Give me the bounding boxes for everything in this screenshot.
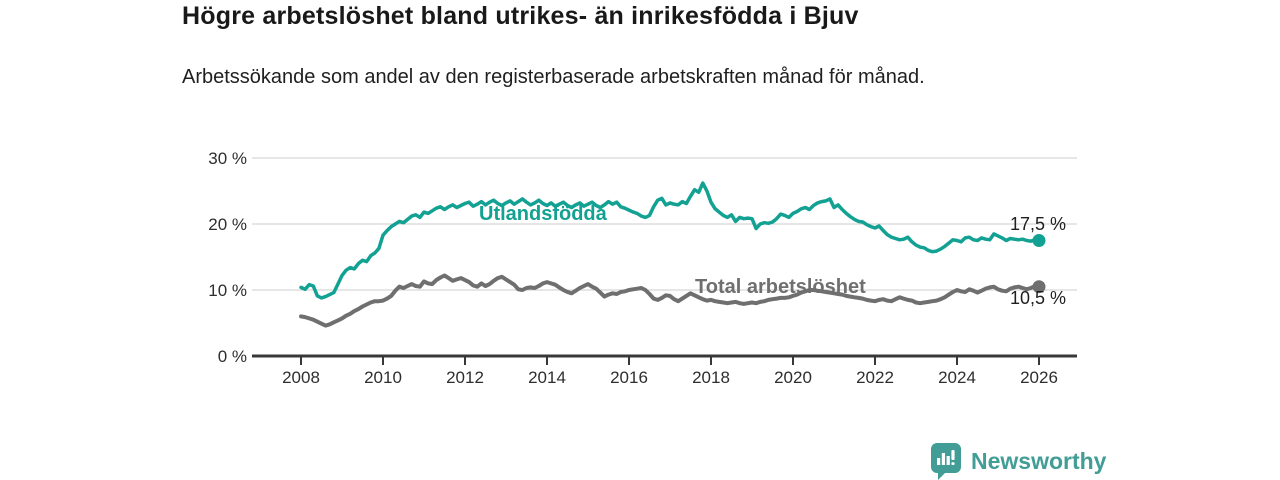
x-axis-label: 2026 xyxy=(1020,368,1058,387)
series-line-utlandsfodda xyxy=(299,181,1041,300)
x-axis-label: 2014 xyxy=(528,368,566,387)
x-axis-label: 2024 xyxy=(938,368,976,387)
brand-name: Newsworthy xyxy=(971,447,1107,474)
chart-subtitle: Arbetssökande som andel av den registerb… xyxy=(182,66,925,88)
series-end-dot-total-arbetsloshet xyxy=(1032,280,1046,294)
y-axis-label: 0 % xyxy=(218,347,247,366)
chart-title: Högre arbetslöshet bland utrikes- än inr… xyxy=(182,2,859,30)
series-end-value-total-arbetsloshet: 10,5 % xyxy=(1010,288,1066,308)
series-line-total-arbetsloshet xyxy=(299,273,1041,328)
y-axis-label: 10 % xyxy=(208,281,247,300)
newsworthy-logo-icon xyxy=(931,443,961,480)
x-axis-label: 2022 xyxy=(856,368,894,387)
brand-footer: Newsworthy xyxy=(930,442,1106,480)
x-axis-label: 2012 xyxy=(446,368,484,387)
x-axis-label: 2016 xyxy=(610,368,648,387)
series-label-total-arbetsloshet: Total arbetslöshet xyxy=(695,276,866,298)
y-axis-label: 30 % xyxy=(208,149,247,168)
x-axis-label: 2018 xyxy=(692,368,730,387)
x-axis-label: 2008 xyxy=(282,368,320,387)
series-label-utlandsfodda: Utlandsfödda xyxy=(479,203,608,225)
x-axis-label: 2020 xyxy=(774,368,812,387)
y-axis-label: 20 % xyxy=(208,215,247,234)
series-end-value-utlandsfodda: 17,5 % xyxy=(1010,214,1066,234)
x-axis-label: 2010 xyxy=(364,368,402,387)
series-end-dot-utlandsfodda xyxy=(1032,234,1046,247)
